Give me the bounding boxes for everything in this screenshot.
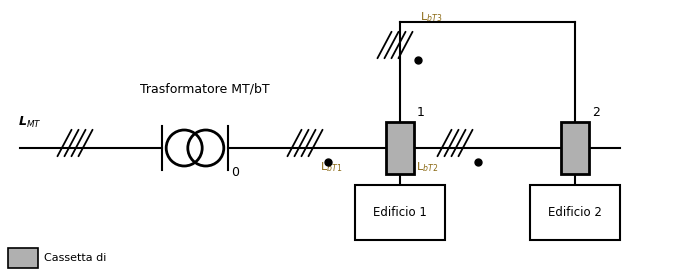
Text: L$_{MT}$: L$_{MT}$ — [18, 115, 42, 130]
Text: L$_{bT1}$: L$_{bT1}$ — [320, 160, 342, 174]
Text: Edificio 2: Edificio 2 — [548, 206, 602, 219]
Text: Cassetta di: Cassetta di — [44, 253, 106, 263]
Bar — [355, 185, 445, 240]
Bar — [561, 122, 589, 174]
Text: L$_{bT3}$: L$_{bT3}$ — [420, 10, 442, 24]
Text: L$_{bT2}$: L$_{bT2}$ — [416, 160, 438, 174]
Text: 0: 0 — [231, 166, 239, 179]
Text: 1: 1 — [417, 106, 425, 119]
Bar — [530, 185, 620, 240]
Bar — [8, 248, 38, 268]
Text: Trasformatore MT/bT: Trasformatore MT/bT — [140, 82, 270, 95]
Text: 2: 2 — [592, 106, 600, 119]
Text: Edificio 1: Edificio 1 — [373, 206, 427, 219]
Bar — [386, 122, 414, 174]
